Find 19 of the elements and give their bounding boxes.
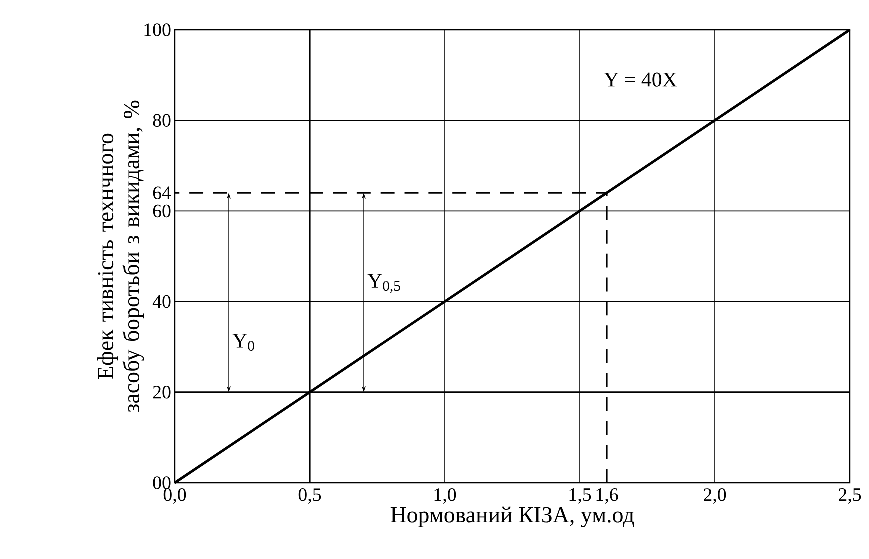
x-tick-label: 0,5 — [298, 488, 322, 504]
y-axis-title: Ефек тивність технчного засобу боротьби з викидами, % — [97, 100, 144, 412]
x-tick-label: 2,5 — [839, 488, 862, 504]
annotation: Y$_{0}$ — [232, 334, 254, 352]
x-axis-title: Нормований КІЗА, ум.од — [390, 506, 634, 528]
y-tick-label: 100 — [144, 24, 171, 36]
x-tick-label: 1,5 — [570, 488, 592, 504]
y-tick-label: 00 — [153, 476, 171, 490]
x-tick-label: 1,6 — [596, 488, 618, 504]
y-tick-label: 60 — [153, 204, 171, 218]
x-tick-label: 1,0 — [434, 488, 456, 504]
y-tick-label: 64 — [153, 186, 172, 200]
y-tick-label: 80 — [153, 114, 171, 127]
y-tick-label: 40 — [152, 295, 171, 308]
annotation: Y$_{0,5}$ — [368, 274, 400, 294]
x-tick-label: 2,0 — [704, 488, 726, 504]
annotation: Y = 40X — [604, 72, 678, 87]
y-tick-label: 20 — [153, 386, 171, 399]
x-tick-label: 0,0 — [164, 488, 186, 504]
